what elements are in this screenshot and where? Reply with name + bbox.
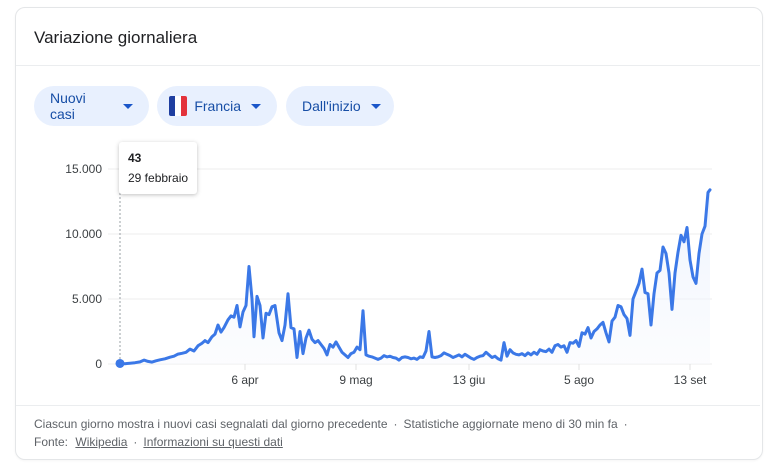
metric-dropdown[interactable]: Nuovi casi xyxy=(34,86,149,126)
separator: · xyxy=(133,435,138,449)
x-tick-label: 9 mag xyxy=(339,373,373,387)
separator: · xyxy=(393,417,398,431)
y-tick-label: 0 xyxy=(95,357,102,371)
caret-down-icon xyxy=(370,103,381,109)
x-tick-label: 6 apr xyxy=(231,373,259,387)
metric-dropdown-label: Nuovi casi xyxy=(50,90,86,122)
footer-source-label: Fonte: xyxy=(34,435,69,449)
country-dropdown-label: Francia xyxy=(194,98,241,114)
y-tick-label: 15.000 xyxy=(65,162,102,176)
chart-footer: Ciascun giorno mostra i nuovi casi segna… xyxy=(34,415,734,451)
france-flag-icon xyxy=(169,96,188,116)
time-range-dropdown[interactable]: Dall'inizio xyxy=(286,86,394,126)
tooltip-value: 43 xyxy=(128,151,142,165)
y-tick-label: 5.000 xyxy=(71,292,102,306)
x-tick-label: 13 giu xyxy=(452,373,486,387)
data-info-link[interactable]: Informazioni su questi dati xyxy=(143,435,283,449)
time-range-dropdown-label: Dall'inizio xyxy=(302,98,361,114)
y-tick-label: 10.000 xyxy=(65,227,102,241)
chart-tooltip: 43 29 febbraio xyxy=(119,142,198,194)
data-line[interactable] xyxy=(118,188,712,366)
x-tick-label: 13 set xyxy=(673,373,707,387)
wikipedia-link[interactable]: Wikipedia xyxy=(75,435,128,449)
country-dropdown[interactable]: Francia xyxy=(157,86,277,126)
tooltip-date: 29 febbraio xyxy=(128,171,189,185)
card-title: Variazione giornaliera xyxy=(34,28,198,47)
area-fill xyxy=(120,189,710,364)
separator: · xyxy=(623,417,628,431)
footer-divider xyxy=(16,405,760,406)
footer-updated: Statistiche aggiornate meno di 30 min fa xyxy=(403,417,618,431)
header-divider xyxy=(16,65,760,66)
highlight-point[interactable] xyxy=(115,358,125,368)
caret-down-icon xyxy=(123,103,133,109)
x-tick-label: 5 ago xyxy=(563,373,595,387)
caret-down-icon xyxy=(251,103,261,109)
footer-note: Ciascun giorno mostra i nuovi casi segna… xyxy=(34,417,388,431)
